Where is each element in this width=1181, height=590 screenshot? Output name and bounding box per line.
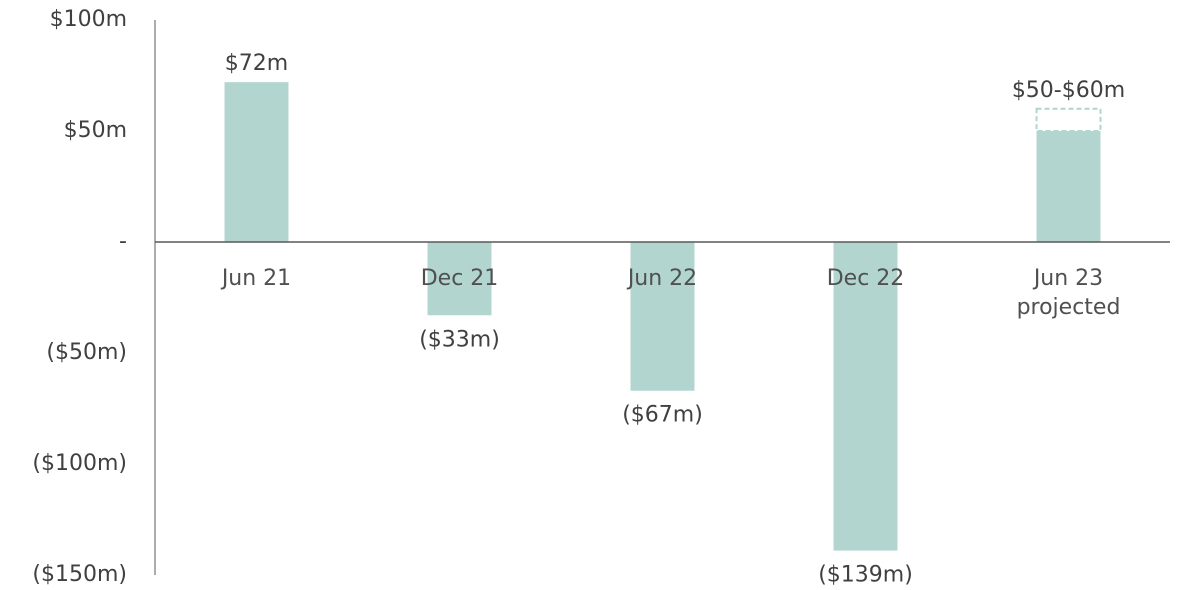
y-tick-label: ($100m) xyxy=(32,451,127,476)
y-tick-label: $50m xyxy=(64,118,127,143)
y-tick-label: ($50m) xyxy=(46,340,127,365)
x-tick-label: Dec 21 xyxy=(420,266,499,291)
y-tick-label: ($150m) xyxy=(32,562,127,587)
value-label: $50-$60m xyxy=(1012,78,1125,103)
x-tick-label: Dec 22 xyxy=(826,266,905,291)
value-label: ($33m) xyxy=(419,327,500,352)
bar xyxy=(224,82,289,242)
x-tick-label: Jun 22 xyxy=(627,266,698,291)
range-box xyxy=(1035,107,1102,133)
value-label: ($67m) xyxy=(622,403,703,428)
bar xyxy=(630,242,695,391)
bar xyxy=(1036,131,1101,242)
x-tick-label: Jun 21 xyxy=(221,266,292,291)
bar xyxy=(427,242,492,316)
y-tick-label: $100m xyxy=(50,7,127,32)
value-label: $72m xyxy=(225,51,288,76)
y-tick-label: - xyxy=(119,229,127,254)
bar xyxy=(833,242,898,551)
value-label: ($139m) xyxy=(818,563,913,588)
x-tick-label: Jun 23 projected xyxy=(1016,266,1121,320)
